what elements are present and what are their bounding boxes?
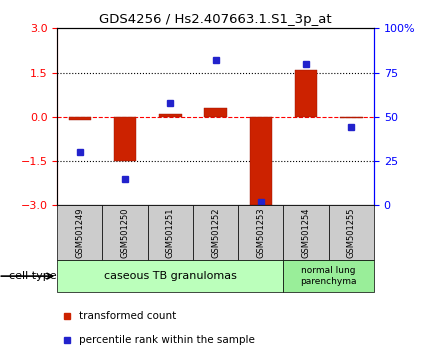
Text: transformed count: transformed count: [79, 311, 176, 321]
Bar: [69, 117, 91, 120]
Text: GSM501249: GSM501249: [75, 207, 84, 258]
FancyBboxPatch shape: [283, 205, 329, 260]
FancyBboxPatch shape: [193, 205, 238, 260]
FancyBboxPatch shape: [329, 205, 374, 260]
Title: GDS4256 / Hs2.407663.1.S1_3p_at: GDS4256 / Hs2.407663.1.S1_3p_at: [99, 13, 332, 26]
Text: GSM501254: GSM501254: [301, 207, 311, 258]
Text: percentile rank within the sample: percentile rank within the sample: [79, 335, 255, 345]
Bar: [114, 117, 136, 161]
Bar: [295, 70, 317, 117]
Bar: [204, 108, 227, 117]
Text: normal lung
parenchyma: normal lung parenchyma: [301, 267, 357, 286]
Text: GSM501253: GSM501253: [257, 207, 265, 258]
Text: GSM501252: GSM501252: [211, 207, 220, 258]
FancyBboxPatch shape: [57, 260, 283, 292]
FancyBboxPatch shape: [238, 205, 283, 260]
Text: GSM501251: GSM501251: [166, 207, 175, 258]
Text: GSM501250: GSM501250: [121, 207, 130, 258]
Bar: [249, 117, 272, 205]
Bar: [340, 117, 363, 118]
FancyBboxPatch shape: [148, 205, 193, 260]
FancyBboxPatch shape: [283, 260, 374, 292]
Text: caseous TB granulomas: caseous TB granulomas: [104, 271, 237, 281]
Bar: [159, 114, 182, 117]
FancyBboxPatch shape: [57, 205, 103, 260]
FancyBboxPatch shape: [103, 205, 148, 260]
Text: cell type: cell type: [9, 271, 56, 281]
Text: GSM501255: GSM501255: [347, 207, 356, 258]
